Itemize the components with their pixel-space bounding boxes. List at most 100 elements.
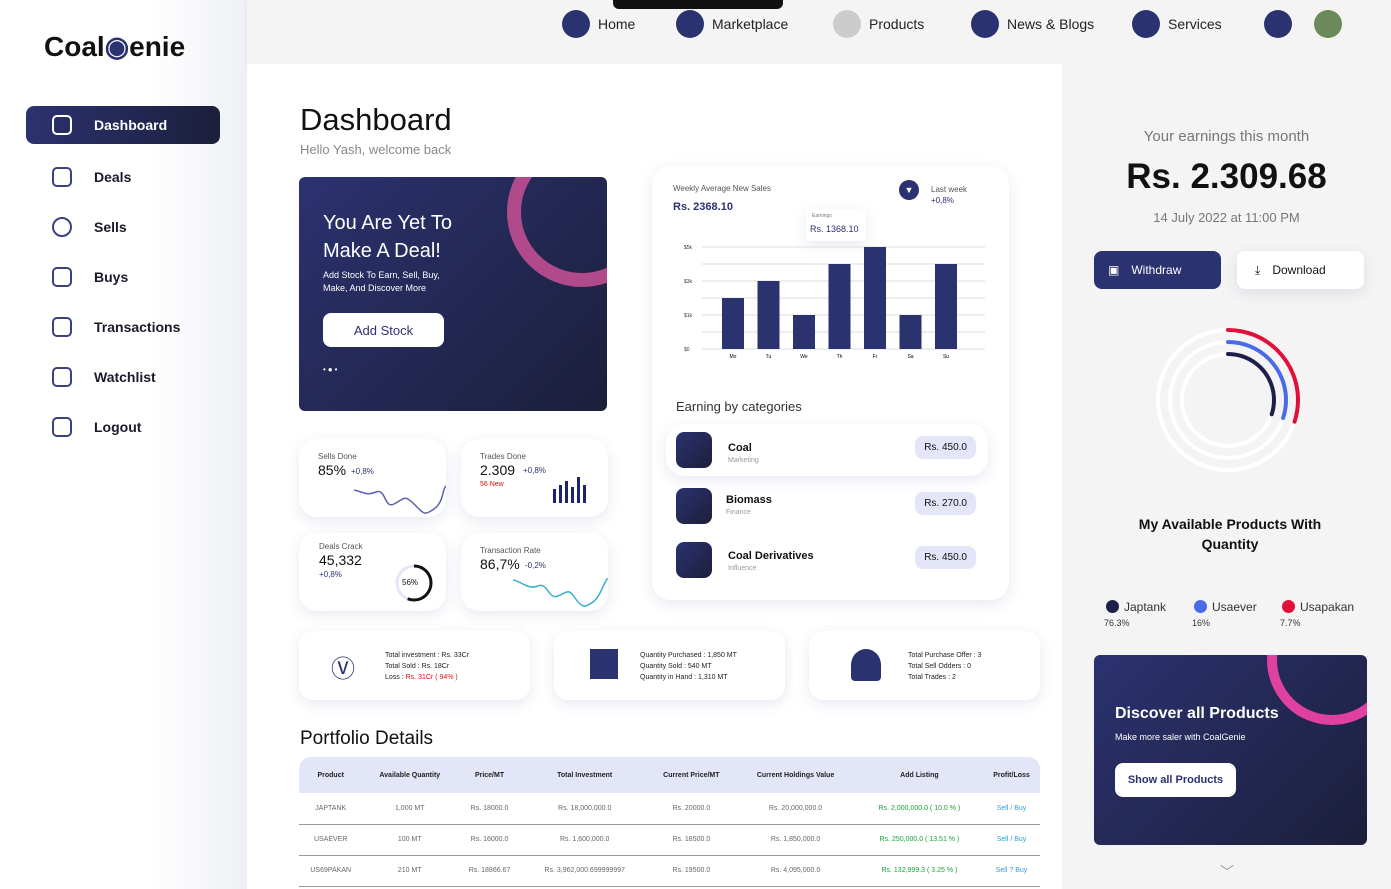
y-tick-label: $5k xyxy=(684,245,693,251)
sidebar-item-sells[interactable]: Sells xyxy=(26,208,220,246)
summary-line: Quantity Purchased : 1,850 MT xyxy=(640,652,737,659)
products-radial-chart xyxy=(1156,328,1300,472)
sidebar-item-watchlist[interactable]: Watchlist xyxy=(26,358,220,396)
open-box-icon xyxy=(851,649,881,681)
bar-Mo[interactable] xyxy=(722,298,744,349)
nav-label: Home xyxy=(598,16,636,32)
column-header: Product xyxy=(299,757,363,793)
show-all-products-button[interactable]: Show all Products xyxy=(1115,763,1236,797)
table-row: USAEVER 100 MT Rs. 16000.0 Rs. 1,600,000.0 R… xyxy=(299,824,1040,856)
sidebar-item-label: Transactions xyxy=(94,319,181,335)
chart-title: Weekly Average New Sales xyxy=(673,184,771,193)
sidebar-item-label: Buys xyxy=(94,269,129,285)
nav-news-blogs[interactable]: News & Blogs xyxy=(971,10,1094,38)
nav-products[interactable]: Products xyxy=(833,10,924,38)
sidebar-item-buys[interactable]: Buys xyxy=(26,258,220,296)
withdraw-button[interactable]: ▣ Withdraw xyxy=(1094,251,1221,289)
download-button[interactable]: ⤓ Download xyxy=(1237,251,1364,289)
page-title: Dashboard xyxy=(300,102,452,137)
lightbulb-icon xyxy=(676,488,712,524)
portfolio-title: Portfolio Details xyxy=(300,728,434,749)
ring-arc-japtank xyxy=(1156,328,1300,472)
stat-change: -0,2% xyxy=(525,561,546,570)
marketplace-icon xyxy=(676,10,704,38)
ring-label: 56% xyxy=(402,578,419,587)
category-item-coal-derivatives[interactable]: Coal Derivatives Influence Rs. 450.0 xyxy=(666,534,988,586)
column-header: Current Price/MT xyxy=(647,757,736,793)
box-icon xyxy=(833,10,861,38)
table-cell: Rs. 250,000.0 ( 13.51 % ) xyxy=(855,824,984,856)
stat-label: Trades Done xyxy=(480,452,526,461)
category-sub: Finance xyxy=(726,509,751,516)
wallet-icon xyxy=(52,317,72,337)
bar-Sa[interactable] xyxy=(899,315,922,349)
stat-label: Sells Done xyxy=(318,452,357,461)
bar-Su[interactable] xyxy=(935,264,957,349)
category-amount: Rs. 270.0 xyxy=(915,492,976,515)
column-header: Current Holdings Value xyxy=(735,757,856,793)
column-header: Total Investment xyxy=(521,757,648,793)
ring-arc-usaever xyxy=(1168,340,1288,460)
carousel-dots[interactable]: •●• xyxy=(323,365,340,374)
chart-tooltip: Earnings Rs. 1368.10 xyxy=(806,209,866,241)
bar-We[interactable] xyxy=(793,315,815,349)
x-tick-label: We xyxy=(800,354,808,360)
hero-title: You Are Yet To Make A Deal! xyxy=(323,212,453,262)
scroll-down-icon[interactable]: ﹀ xyxy=(1220,864,1234,880)
legend-item: Usaever 16% xyxy=(1192,600,1257,628)
sidebar-item-deals[interactable]: Deals xyxy=(26,158,220,196)
bar-Fr[interactable] xyxy=(864,247,886,349)
hero-card: You Are Yet To Make A Deal! Add Stock To… xyxy=(299,177,607,411)
transaction-rate-card: Transaction Rate 86,7% -0,2% xyxy=(461,533,608,611)
bar-Tu[interactable] xyxy=(757,281,780,349)
summary-line: Total Trades : 2 xyxy=(908,674,956,681)
add-stock-button[interactable]: Add Stock xyxy=(323,313,444,347)
bar-Th[interactable] xyxy=(828,264,851,349)
quantity-summary-card: Quantity Purchased : 1,850 MT Quantity So… xyxy=(554,631,785,700)
nav-home[interactable]: Home xyxy=(562,10,635,38)
sidebar-item-transactions[interactable]: Transactions xyxy=(26,308,220,346)
table-cell: Rs. 20,000,000.0 xyxy=(735,793,856,825)
logo[interactable]: Coal◉enie xyxy=(44,31,186,62)
sidebar-item-label: Logout xyxy=(94,419,142,435)
sell-buy-link[interactable]: Sell ? Buy xyxy=(983,855,1040,887)
category-item-coal[interactable]: Coal Marketing Rs. 450.0 xyxy=(666,424,988,476)
nav-label: Services xyxy=(1168,16,1222,32)
sell-buy-link[interactable]: Sell / Buy xyxy=(983,793,1040,825)
trades-summary-card: Total Purchase Offer : 3 Total Sell Odder… xyxy=(809,631,1040,700)
cart-icon xyxy=(52,267,72,287)
sparkline xyxy=(354,485,446,514)
category-item-biomass[interactable]: Biomass Finance Rs. 270.0 xyxy=(666,480,988,532)
boxes-icon xyxy=(590,649,618,679)
tooltip-label: Earnings xyxy=(812,213,832,219)
period-dropdown-icon[interactable]: ▼ xyxy=(899,180,919,200)
sidebar-item-logout[interactable]: Logout xyxy=(26,408,220,446)
table-cell: Rs. 18500.0 xyxy=(647,824,736,856)
loss-value: Rs. 31Cr ( 94% ) xyxy=(405,674,458,681)
logo-text-right: enie xyxy=(129,31,186,62)
nav-marketplace[interactable]: Marketplace xyxy=(676,10,788,38)
legend-swatch xyxy=(1194,600,1207,613)
download-label: Download xyxy=(1272,263,1326,277)
sell-buy-link[interactable]: Sell / Buy xyxy=(983,824,1040,856)
earnings-label: Your earnings this month xyxy=(1143,128,1310,145)
coal-lump-icon xyxy=(676,542,712,578)
discover-title: Discover all Products xyxy=(1115,705,1279,722)
decor-ring xyxy=(1267,655,1367,725)
investment-growth-icon: Ⓥ xyxy=(331,656,355,683)
stat-change: +0,8% xyxy=(319,570,342,579)
table-cell: USAEVER xyxy=(299,824,363,856)
notifications-button[interactable] xyxy=(1264,10,1292,38)
deals-crack-card: Deals Crack 45,332 +0,8% 56% xyxy=(299,533,446,611)
sidebar-item-dashboard[interactable]: Dashboard xyxy=(26,106,220,144)
period-change: +0,8% xyxy=(931,196,954,205)
table-cell: Rs. 4,095,000.0 xyxy=(735,855,856,887)
withdraw-icon: ▣ xyxy=(1108,263,1120,277)
y-tick-label: $3k xyxy=(684,279,693,285)
summary-line: Total investment : Rs. 33Cr xyxy=(385,652,470,659)
nav-services[interactable]: Services xyxy=(1132,10,1222,38)
camera-notch xyxy=(613,0,783,9)
nav-label: News & Blogs xyxy=(1007,16,1095,32)
avatar[interactable] xyxy=(1314,10,1342,38)
tooltip-value: Rs. 1368.10 xyxy=(810,224,859,234)
